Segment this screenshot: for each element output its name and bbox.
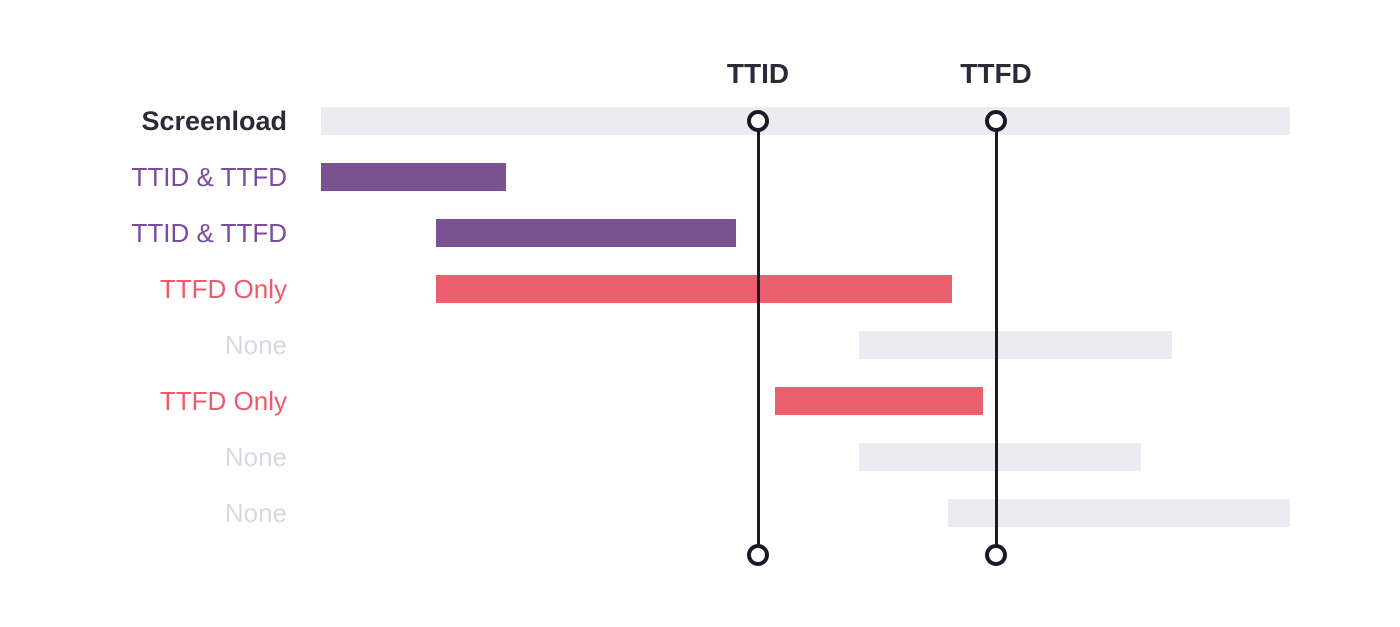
row-label: None	[224, 498, 287, 528]
span-bar	[775, 387, 983, 415]
span-bar	[436, 275, 952, 303]
row-label: TTFD Only	[159, 274, 287, 304]
span-bar	[321, 163, 506, 191]
row-label: Screenload	[141, 106, 287, 136]
ttfd-marker-top-circle	[985, 110, 1007, 132]
span-bar	[321, 107, 1290, 135]
ttfd-marker-line	[994, 121, 998, 555]
row-label: None	[224, 442, 287, 472]
span-bar	[436, 219, 736, 247]
ttid-marker-top-circle	[747, 110, 769, 132]
row-label: TTID & TTFD	[131, 162, 287, 192]
ttid-marker-bottom-circle	[747, 544, 769, 566]
span-bar	[859, 443, 1141, 471]
ttid-marker-line	[756, 121, 760, 555]
span-bar	[948, 499, 1290, 527]
row-label: None	[224, 330, 287, 360]
ttfd-marker-label: TTFD	[960, 58, 1032, 89]
ttid-marker-label: TTID	[726, 58, 790, 89]
ttfd-marker-bottom-circle	[985, 544, 1007, 566]
span-bar	[859, 331, 1172, 359]
row-label: TTFD Only	[159, 386, 287, 416]
row-label: TTID & TTFD	[131, 218, 287, 248]
